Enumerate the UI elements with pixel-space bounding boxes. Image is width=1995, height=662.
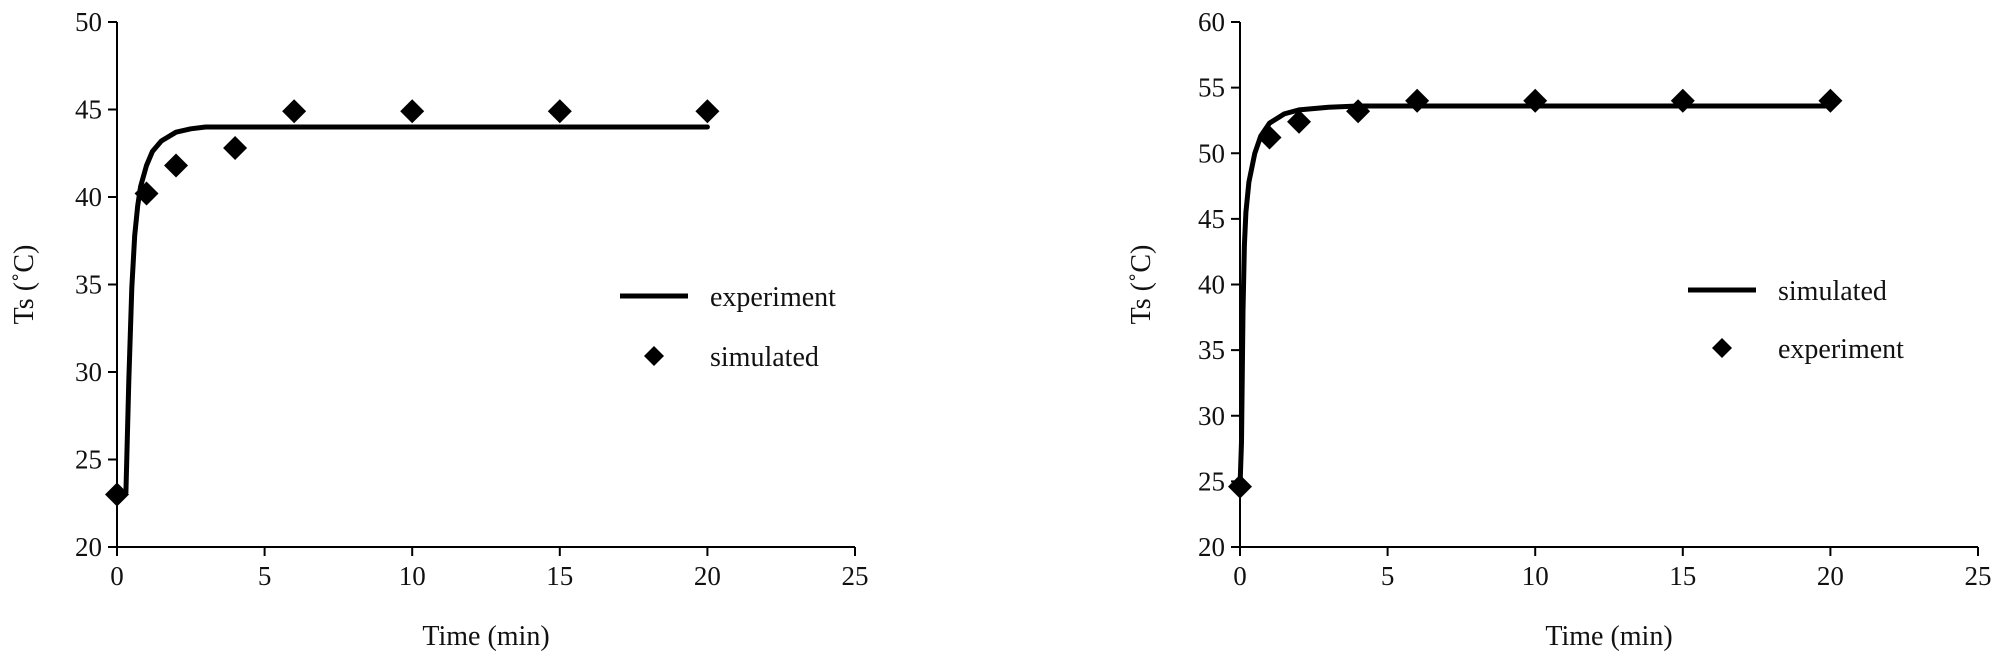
chart-1-data-point — [1523, 88, 1548, 113]
chart-1-legend-label: experiment — [1778, 334, 1904, 365]
chart-1-y-tick-label: 45 — [1198, 204, 1225, 234]
chart-right: 20 25 30 35 40 45 50 55 60 0 5 10 15 20 25 Time (min) Ts… — [998, 0, 1995, 662]
chart-1-x-tick-label: 25 — [1965, 561, 1992, 591]
chart-1-legend-label: simulated — [1778, 276, 1887, 307]
chart-0-y-tick-label: 30 — [75, 357, 102, 387]
chart-1-y-tick-label: 50 — [1198, 138, 1225, 168]
chart-0-y-tick-label: 25 — [75, 445, 102, 475]
chart-1-x-tick-label: 0 — [1233, 561, 1247, 591]
chart-1-data-point — [1228, 474, 1252, 499]
chart-right-svg: 20 25 30 35 40 45 50 55 60 0 5 10 15 20 25 Time (min) Ts… — [1126, 7, 1992, 652]
chart-0-y-tick-label: 20 — [75, 532, 102, 562]
chart-1-x-tick-label: 10 — [1522, 561, 1549, 591]
chart-0-data-point — [105, 482, 129, 507]
chart-0-series-line — [114, 124, 710, 497]
chart-0-x-axis-label: Time (min) — [422, 621, 549, 652]
chart-1-y-axis-label: Ts (˚C) — [1126, 245, 1157, 325]
chart-1-x-tick-label: 15 — [1669, 561, 1696, 591]
chart-0-data-point — [695, 99, 720, 124]
chart-1-y-tick-label: 25 — [1198, 466, 1225, 496]
chart-1-data-point — [1818, 88, 1843, 113]
chart-0-data-point — [400, 99, 425, 124]
chart-0-y-tick-label: 45 — [75, 95, 102, 125]
chart-0-x-tick-label: 10 — [399, 561, 426, 591]
chart-1-y-tick-label: 60 — [1198, 7, 1225, 37]
chart-1-x-tick-label: 20 — [1817, 561, 1844, 591]
chart-0-legend-label: experiment — [710, 282, 836, 313]
chart-1-y-tick-label: 30 — [1198, 401, 1225, 431]
chart-1-y-tick-label: 40 — [1198, 270, 1225, 300]
chart-0-x-tick-label: 5 — [258, 561, 272, 591]
chart-0-data-point — [223, 136, 248, 160]
chart-1-x-axis-label: Time (min) — [1545, 621, 1672, 652]
chart-left: 20 25 30 35 40 45 50 0 5 10 15 20 25 Time (min) Ts (˚C… — [9, 7, 869, 652]
chart-0-x-tick-label: 0 — [110, 561, 124, 591]
chart-left-svg: 20 25 30 35 40 45 50 0 5 10 15 20 25 Time (min) Ts (˚C… — [9, 7, 869, 652]
chart-0-y-tick-label: 40 — [75, 182, 102, 212]
chart-1-y-tick-label: 55 — [1198, 73, 1225, 103]
chart-1-data-point — [1287, 109, 1312, 134]
chart-0-y-tick-label: 35 — [75, 270, 102, 300]
chart-0-x-tick-label: 20 — [694, 561, 721, 591]
chart-0-y-tick-label: 50 — [75, 7, 102, 37]
chart-1-data-point — [1405, 88, 1430, 113]
chart-1-data-point — [1257, 125, 1282, 150]
chart-0-data-point — [134, 181, 159, 206]
chart-0-y-axis-label: Ts (˚C) — [9, 245, 40, 325]
chart-0-data-point — [164, 153, 189, 178]
chart-1-y-tick-label: 20 — [1198, 532, 1225, 562]
chart-1-y-tick-label: 35 — [1198, 335, 1225, 365]
chart-0-x-tick-label: 25 — [842, 561, 869, 591]
chart-0-legend-diamond-swatch — [644, 346, 664, 366]
chart-1-x-tick-label: 5 — [1381, 561, 1395, 591]
chart-0-data-point — [547, 99, 572, 124]
chart-1-data-point — [1346, 99, 1371, 124]
chart-0-legend-label: simulated — [710, 342, 819, 373]
chart-0-x-tick-label: 15 — [546, 561, 573, 591]
chart-1-legend-diamond-swatch — [1712, 338, 1732, 358]
chart-0-data-point — [282, 99, 307, 124]
chart-1-data-point — [1670, 88, 1695, 113]
chart-1-series-line — [1237, 103, 1833, 490]
